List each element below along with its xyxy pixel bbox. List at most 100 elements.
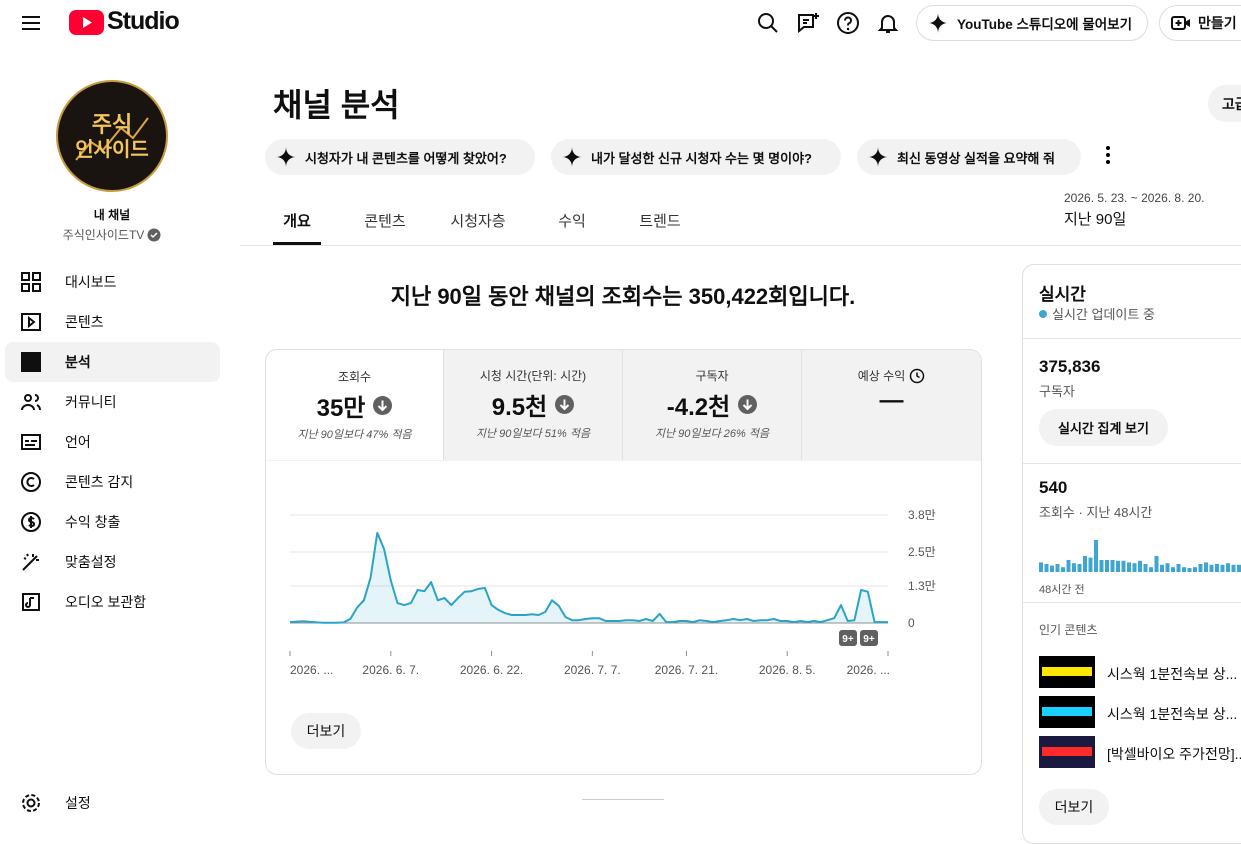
annotation-badge[interactable] <box>839 630 857 646</box>
nav-item[interactable]: 대시보드 <box>5 262 220 302</box>
metric-label: 시청 시간(단위: 시간) <box>479 369 587 383</box>
metric-note: 지난 90일보다 51% 적음 <box>475 428 591 440</box>
channel-avatar[interactable]: 주식 인사이드 <box>56 80 168 192</box>
realtime-bar <box>1165 563 1170 572</box>
search-icon[interactable] <box>756 11 780 35</box>
prompt-chip[interactable]: 내가 달성한 신규 시청자 수는 몇 명이야? <box>551 139 841 175</box>
metric-tab[interactable]: 조회수 35만 지난 90일보다 47% 적음 <box>265 349 444 460</box>
realtime-views: 540 <box>1039 478 1068 497</box>
thumbnail[interactable] <box>1039 736 1095 768</box>
nav-item[interactable]: 오디오 보관함 <box>5 582 220 622</box>
annotation-label[interactable]: 9+ <box>842 634 854 645</box>
prompt-chip[interactable]: 시청자가 내 콘텐츠를 어떻게 찾았어? <box>265 139 535 175</box>
nav-label: 언어 <box>65 434 91 450</box>
icon-path <box>22 553 39 571</box>
realtime-views-label: 조회수 · 지난 48시간 <box>1039 505 1153 520</box>
menu-button[interactable] <box>19 11 43 35</box>
more-actions-icon[interactable] <box>1098 144 1118 166</box>
period[interactable]: 지난 90일 <box>1064 211 1127 228</box>
icon-path <box>916 372 921 378</box>
create-icon <box>1171 16 1190 30</box>
views-chart: 0 1.3만 2.5만 3.8만 2026. ... 2026. 6. 7. 2026. 6… <box>289 508 936 677</box>
annotation-badge[interactable] <box>860 630 878 646</box>
channel-name-row: 주식인사이드TV <box>12 226 212 243</box>
thumbnail[interactable] <box>1039 656 1095 688</box>
metric-label: 예상 수익 <box>857 369 906 383</box>
realtime-bar <box>1039 562 1043 572</box>
ask-studio-button[interactable]: YouTube 스튜디오에 물어보기 <box>916 5 1148 41</box>
popular-title[interactable]: 시스웍 1분전속보 상... <box>1107 706 1238 722</box>
realtime-bar <box>1116 560 1120 572</box>
metric-value-row: — <box>802 387 981 415</box>
realtime-bar <box>1066 560 1071 572</box>
metric-tab[interactable]: 구독자 -4.2천 지난 90일보다 26% 적음 <box>623 349 802 460</box>
nav-item[interactable]: 언어 <box>5 422 220 462</box>
tab[interactable]: 개요 <box>283 213 311 230</box>
notifications-icon[interactable] <box>876 11 900 35</box>
nav-item[interactable]: 콘텐츠 <box>5 302 220 342</box>
subscriber-label: 구독자 <box>1039 384 1075 399</box>
settings-item[interactable]: 설정 <box>5 783 220 823</box>
avatar-text: 인사이드 <box>75 138 149 161</box>
popular-title[interactable]: [박셀바이오 주가전망]... <box>1107 746 1241 762</box>
nav-item[interactable]: 커뮤니티 <box>5 382 220 422</box>
thumbnail[interactable] <box>1039 696 1095 728</box>
realtime-bar <box>1171 567 1175 572</box>
realtime-bar <box>1220 564 1225 572</box>
icon-path <box>22 593 40 611</box>
nav-item[interactable]: 분석 <box>5 342 220 382</box>
prompt-label: 최신 동영상 실적을 요약해 줘 <box>897 150 1055 166</box>
advanced-mode-button[interactable]: 고급 <box>1208 85 1241 122</box>
tab[interactable]: 트렌드 <box>639 213 681 230</box>
help-icon[interactable] <box>836 11 860 35</box>
nav-item[interactable]: 콘텐츠 감지 <box>5 462 220 502</box>
tab[interactable]: 콘텐츠 <box>364 213 406 230</box>
create-label: 만들기 <box>1198 15 1237 31</box>
realtime-button[interactable]: 실시간 집계 보기 <box>1039 409 1168 446</box>
sparkle-icon <box>928 13 948 33</box>
create-button[interactable]: 만들기 <box>1159 5 1241 41</box>
line <box>289 531 888 624</box>
nav-item[interactable]: 수익 창출 <box>5 502 220 542</box>
nav-label: 오디오 보관함 <box>65 594 147 610</box>
date-range[interactable]: 2026. 5. 23. ~ 2026. 8. 20. <box>1064 191 1205 205</box>
tab[interactable]: 시청자층 <box>450 213 506 230</box>
feedback-icon[interactable] <box>796 11 820 35</box>
y-tick-label: 2.5만 <box>908 545 936 559</box>
metric-note: 지난 90일보다 26% 적음 <box>654 428 770 440</box>
metric-label-row: 구독자 <box>623 367 801 384</box>
metric-value-row: 9.5천 <box>444 387 622 422</box>
realtime-bar <box>1044 564 1049 572</box>
realtime-bar <box>1105 560 1109 572</box>
y-tick-label: 3.8만 <box>908 508 936 522</box>
nav-icon <box>21 471 41 493</box>
trend-down-icon <box>373 396 393 415</box>
tabs-divider <box>240 245 1241 246</box>
annotation-label[interactable]: 9+ <box>863 634 875 645</box>
tab[interactable]: 수익 <box>558 213 586 230</box>
nav-item[interactable]: 맞춤설정 <box>5 542 220 582</box>
realtime-title: 실시간 <box>1039 285 1086 304</box>
logo-text[interactable]: Studio <box>107 7 180 35</box>
metric-tab[interactable]: 예상 수익 — <box>802 349 981 460</box>
metric-value: — <box>879 387 904 414</box>
popular-title[interactable]: 시스웍 1분전속보 상... <box>1107 666 1238 682</box>
realtime-bar <box>1176 564 1181 572</box>
nav-label: 대시보드 <box>65 274 117 290</box>
thumbnail-band <box>1042 667 1092 676</box>
popular-label: 인기 콘텐츠 <box>1039 623 1098 637</box>
sparkle-icon <box>868 147 888 167</box>
verified-icon <box>147 228 161 241</box>
more-button[interactable]: 더보기 <box>291 713 361 749</box>
y-tick-label: 1.3만 <box>908 579 936 593</box>
realtime-more-button[interactable]: 더보기 <box>1039 789 1109 825</box>
nav-icon <box>21 313 41 331</box>
prompt-chip[interactable]: 최신 동영상 실적을 요약해 줘 <box>857 139 1081 175</box>
logo-icon[interactable] <box>69 10 104 35</box>
realtime-bar <box>1215 564 1219 572</box>
metric-label: 구독자 <box>695 369 729 383</box>
channel-name[interactable]: 주식인사이드TV <box>62 228 145 242</box>
realtime-more-label: 더보기 <box>1054 799 1094 815</box>
realtime-bar <box>1138 560 1142 572</box>
